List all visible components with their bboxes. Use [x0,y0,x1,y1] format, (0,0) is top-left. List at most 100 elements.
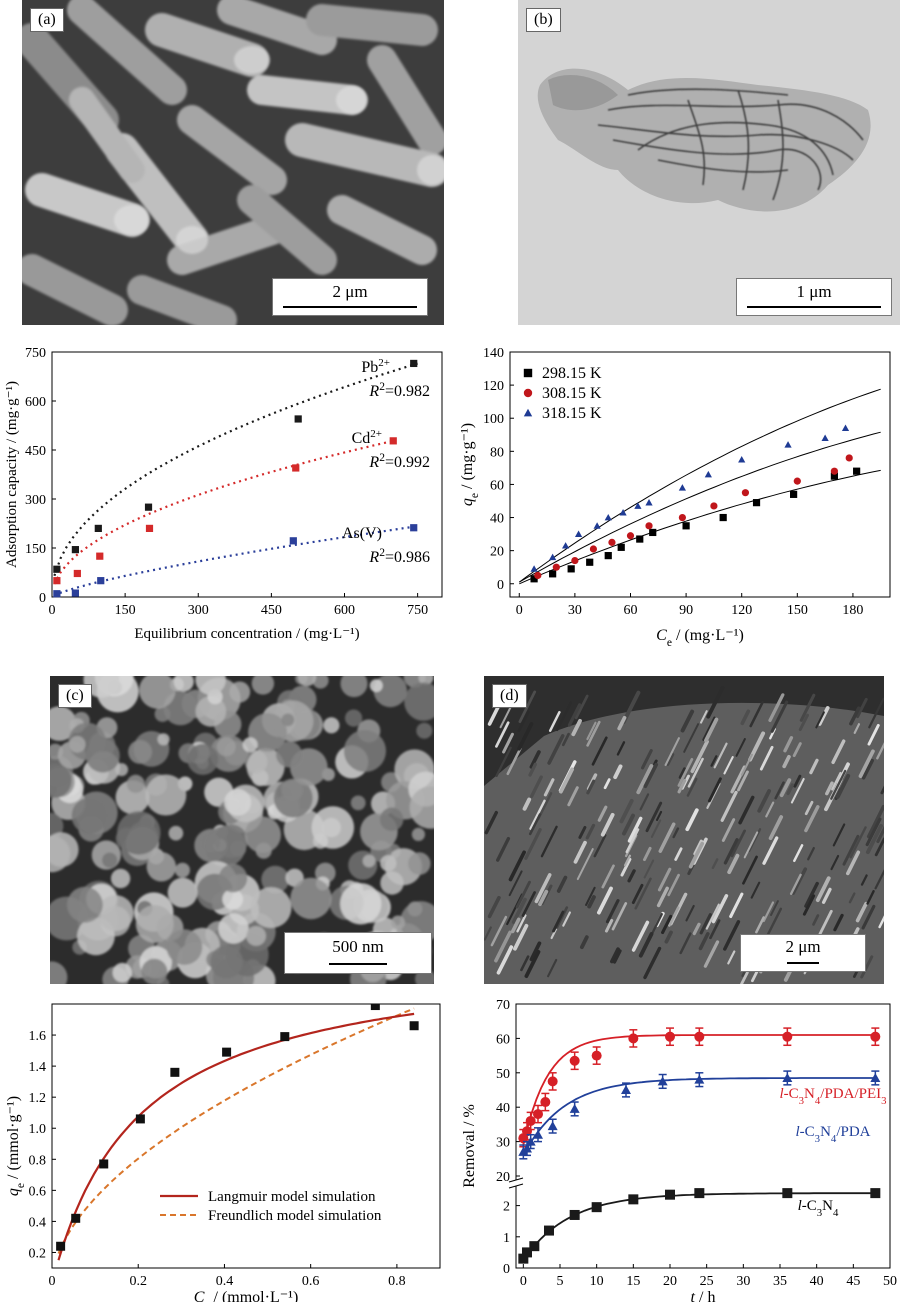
texture-streak [759,745,774,771]
chart2-xtick-180: 180 [842,603,863,618]
texture-streak [685,904,695,922]
texture-streak [610,947,620,964]
chart2-xtick-150: 150 [787,603,808,618]
chart4-series-label-2: l-C3N4 [798,1198,839,1219]
texture-streak [867,723,880,746]
chart3-legend-label-0: Langmuir model simulation [208,1189,376,1205]
texture-streak [620,857,632,877]
texture-streak [833,913,844,932]
texture-grain [369,679,383,693]
chart3-xtick-0: 0 [49,1274,56,1289]
chart4-frame [515,1003,891,1269]
texture-streak [735,737,746,757]
texture-grain [102,852,118,868]
texture-streak [529,750,541,769]
texture-grain [323,717,340,734]
texture-streak [672,827,680,839]
texture-streak [677,778,687,794]
texture-streak [757,789,772,813]
texture-streak [730,829,746,858]
chart4-ylabel: Removal / % [461,1104,478,1188]
texture-streak [690,739,709,774]
chart2-point-0-13 [853,467,861,475]
chart1-ytick-450: 450 [25,444,46,459]
texture-streak [657,867,672,892]
texture-grain [224,788,252,816]
panel-label-a: (a) [30,8,64,32]
texture-streak [789,873,802,895]
texture-grain [83,676,120,698]
panel-label-d: (d) [492,684,527,708]
texture-grain [167,877,198,908]
chart3-freundlich-curve [57,1007,415,1254]
texture-streak [711,858,719,870]
removal-time-chart: 0 5 10 15 20 25 30 35 40 45 50 20 30 40 50 60 70 0 1 2 t / h… [461,998,897,1302]
texture-grain [416,722,433,739]
chart1-ytick-0: 0 [39,591,46,606]
chart1-series-0 [53,359,418,577]
texture-streak [680,709,695,733]
texture-streak [704,717,719,743]
chart1-xlabel: Equilibrium concentration / (mg·L⁻¹) [134,626,359,642]
chart4-ytick-upper-50: 50 [496,1067,510,1082]
texture-streak [502,732,514,754]
chart4-point-2-7 [665,1189,675,1200]
chart3-ytick-0: 0.2 [29,1246,47,1261]
texture-streak [494,930,512,963]
chart1-frame [51,351,443,598]
texture-streak [641,749,653,770]
texture-grain [71,797,108,834]
texture-streak [603,778,611,790]
texture-streak [617,715,627,731]
scale-bar-b-line [747,306,881,308]
texture-grain [380,871,404,895]
chart2-point-2-12 [784,441,792,448]
texture-streak [511,897,527,924]
texture-streak [782,754,791,769]
chart4-point-1-6 [621,1085,631,1094]
chart2-fit-0 [519,469,881,585]
texture-streak [685,808,699,832]
chart4-series-1 [518,1070,881,1160]
chart4-point-1-2 [525,1136,536,1146]
chart4-xtick-40: 40 [810,1274,824,1289]
texture-streak [562,911,571,927]
chart2-point-1-11 [830,467,838,475]
texture-streak [616,741,626,756]
texture-grain [407,901,423,917]
adsorption-capacity-chart: 0 150 300 450 600 750 0 150 300 450 600 750 Equilibr… [4,346,443,642]
texture-grain [117,811,161,855]
texture-grain [168,825,184,841]
chart4-xtick-50: 50 [883,1274,897,1289]
texture-streak [490,915,508,947]
texture-streak [876,825,884,844]
texture-streak [668,906,680,927]
texture-streak [667,873,680,897]
scale-bar-a: 2 μm [272,278,428,316]
texture-streak [679,932,692,955]
texture-streak [703,940,720,968]
texture-streak [861,904,876,930]
texture-streak [597,805,608,822]
chart2-point-1-4 [608,538,616,546]
chart4-point-1-9 [782,1072,793,1082]
texture-streak [666,752,675,766]
chart4-xtick-45: 45 [846,1274,860,1289]
texture-streak [650,819,662,838]
texture-grain [411,827,425,841]
chart4-xlabel: t / h [691,1289,716,1302]
chart1-fit-0 [53,362,418,577]
texture-streak [601,864,615,889]
texture-streak [524,950,541,978]
chart2-point-2-11 [738,456,746,463]
chart2-xtick-120: 120 [731,603,752,618]
chart3-point-2 [99,1159,109,1169]
texture-streak [815,711,825,729]
texture-grain [290,877,332,920]
texture-streak [517,710,530,733]
chart4-ytick-lower-2: 2 [503,1200,510,1215]
texture-streak [556,875,568,893]
chart3-point-1 [71,1213,81,1223]
texture-streak [573,840,587,864]
chart4-point-2-2 [529,1241,540,1252]
